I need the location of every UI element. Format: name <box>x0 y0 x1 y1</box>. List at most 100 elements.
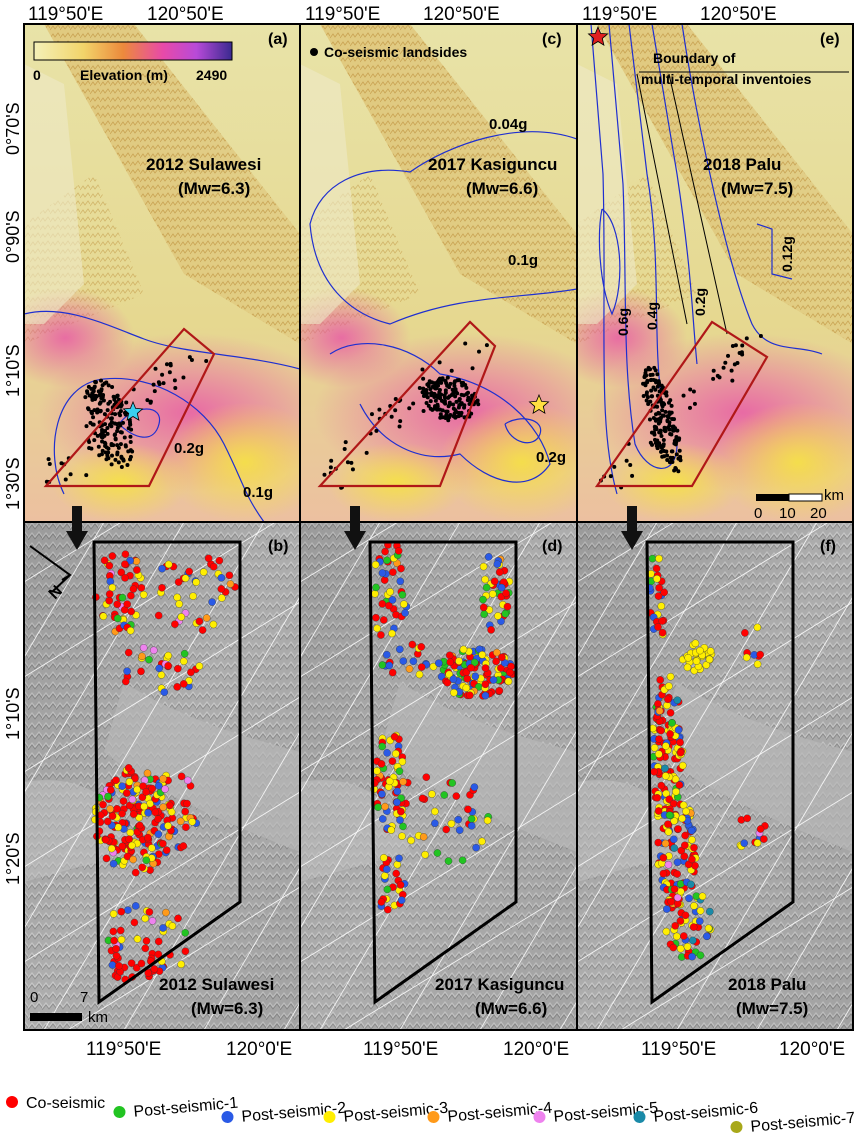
elevation-map-panel <box>576 23 854 523</box>
colorbar-max: 2490 <box>196 67 227 83</box>
scalebar-tick: 0 <box>30 989 38 1006</box>
legend-label: Post-seismic-7 <box>750 1110 856 1136</box>
bottom-panels <box>23 521 854 1031</box>
left-tick-label: 1°10'S <box>3 344 23 397</box>
legend-swatch-icon <box>533 1111 546 1124</box>
panel-title: 2012 Sulawesi <box>146 155 261 174</box>
pga-label: 0.6g <box>615 308 631 336</box>
pga-label: 0.12g <box>779 236 795 272</box>
pga-label: 0.4g <box>644 302 660 330</box>
panel-letter: (a) <box>268 31 288 48</box>
scalebar-tick: 20 <box>810 505 827 522</box>
bottom-tick-label: 120°0'E <box>503 1039 569 1060</box>
top-tick-label: 119°50'E <box>305 4 380 25</box>
panel-frame <box>576 521 854 1031</box>
panel-title: 2017 Kasiguncu <box>435 975 564 994</box>
epicenter-star-icon <box>587 25 609 46</box>
top-panels <box>23 23 854 523</box>
panel-magnitude: (Mw=6.6) <box>466 179 538 198</box>
panel-magnitude: (Mw=6.3) <box>178 179 250 198</box>
pga-label: 0.2g <box>692 288 708 316</box>
scalebar-tick: 10 <box>779 505 796 522</box>
link-arrow-icon <box>621 506 643 550</box>
legend-label: Post-seismic-6 <box>653 1100 759 1126</box>
bottom-tick-label: 120°0'E <box>779 1039 845 1060</box>
link-arrow-icon <box>344 506 366 550</box>
scalebar-tick: 0 <box>754 505 762 522</box>
top-tick-label: 119°50'E <box>582 4 657 25</box>
panel-letter: (f) <box>820 538 836 555</box>
co-seismic-dot-icon <box>310 48 318 56</box>
panel-letter: (e) <box>820 31 840 48</box>
panel-title: 2018 Palu <box>728 975 806 994</box>
bottom-tick-label: 119°50'E <box>86 1039 161 1060</box>
top-tick-label: 120°50'E <box>423 4 500 25</box>
panel-title: 2018 Palu <box>703 155 781 174</box>
pga-label: 0.04g <box>489 116 527 133</box>
legend-swatch-icon <box>221 1111 234 1124</box>
landslide-dots <box>91 550 239 984</box>
epicenter-star-icon <box>122 400 144 421</box>
co-seismic-landslide-dots <box>598 333 763 490</box>
inventory-boundary <box>645 540 795 1005</box>
legend-swatch-icon <box>427 1111 440 1124</box>
legend-swatch-icon <box>633 1111 646 1124</box>
left-axis: 0°70'S 0°90'S 1°10'S 1°30'S 1°10'S 1°20'… <box>3 102 23 885</box>
colorbar-min: 0 <box>33 67 41 83</box>
epicenter-star-icon <box>528 393 550 414</box>
panel-magnitude: (Mw=7.5) <box>736 999 808 1018</box>
legend-label: Co-seismic <box>26 1095 105 1112</box>
bottom-tick-label: 119°50'E <box>641 1039 716 1060</box>
top-tick-label: 119°50'E <box>28 4 103 25</box>
bottom-axis: 119°50'E 120°0'E 119°50'E 120°0'E 119°50… <box>86 1039 845 1060</box>
scalebar-unit: km <box>88 1009 108 1026</box>
panel-magnitude: (Mw=7.5) <box>721 179 793 198</box>
hillshade-inventory-panel <box>576 521 854 1031</box>
legend-item: Post-seismic-1 <box>113 1095 239 1121</box>
scalebar-tick: 7 <box>80 989 88 1006</box>
study-area-rectangle <box>43 327 216 488</box>
panel-title: 2012 Sulawesi <box>159 975 274 994</box>
panel-magnitude: (Mw=6.6) <box>475 999 547 1018</box>
boundary-label: Boundary of <box>653 50 736 66</box>
inventory-boundary <box>92 540 242 1005</box>
legend-swatch-icon <box>113 1106 126 1119</box>
elevation-map-panel <box>23 23 301 523</box>
co-seismic-legend-label: Co-seismic landsides <box>324 44 467 60</box>
left-tick-label: 0°90'S <box>3 210 23 263</box>
panel-letter: (b) <box>268 538 288 555</box>
landslide-dots <box>370 541 517 914</box>
pga-label: 0.1g <box>508 252 538 269</box>
pga-label: 0.1g <box>243 484 273 501</box>
inventory-boundary <box>368 540 518 1005</box>
colorbar-title: Elevation (m) <box>80 67 168 83</box>
bottom-tick-label: 119°50'E <box>363 1039 438 1060</box>
scalebar-segment <box>756 494 789 501</box>
hillshade-inventory-panel <box>23 521 301 1031</box>
north-arrow-icon <box>29 545 72 593</box>
left-tick-label: 0°70'S <box>3 102 23 155</box>
co-seismic-landslide-dots <box>322 341 489 490</box>
link-arrow-icon <box>66 506 88 550</box>
scalebar-segment <box>30 1013 82 1021</box>
panel-letter: (c) <box>542 31 562 48</box>
elevation-map-panel <box>299 23 578 523</box>
panel-magnitude: (Mw=6.3) <box>191 999 263 1018</box>
legend-swatch-icon <box>730 1121 743 1134</box>
landslide-legend: Co-seismic Post-seismic-1 Post-seismic-2Po… <box>6 1095 856 1136</box>
top-axis: 119°50'E 120°50'E 119°50'E 120°50'E 119°… <box>28 4 777 25</box>
left-tick-label: 1°20'S <box>3 832 23 885</box>
legend-swatch-icon <box>323 1111 336 1124</box>
pga-label: 0.2g <box>174 440 204 457</box>
top-tick-label: 120°50'E <box>147 4 224 25</box>
legend-item: Co-seismic <box>6 1095 105 1112</box>
boundary-label: multi-temporal inventoies <box>641 71 812 87</box>
overlays: (a) 2012 Sulawesi (Mw=6.3) (c) 2017 Kasigunc… <box>29 25 844 1026</box>
left-tick-label: 1°30'S <box>3 457 23 510</box>
scalebar-segment <box>788 493 823 502</box>
elevation-colorbar <box>33 41 233 61</box>
study-area-rectangle <box>594 320 769 488</box>
bottom-tick-label: 120°0'E <box>226 1039 292 1060</box>
pga-label: 0.2g <box>536 449 566 466</box>
